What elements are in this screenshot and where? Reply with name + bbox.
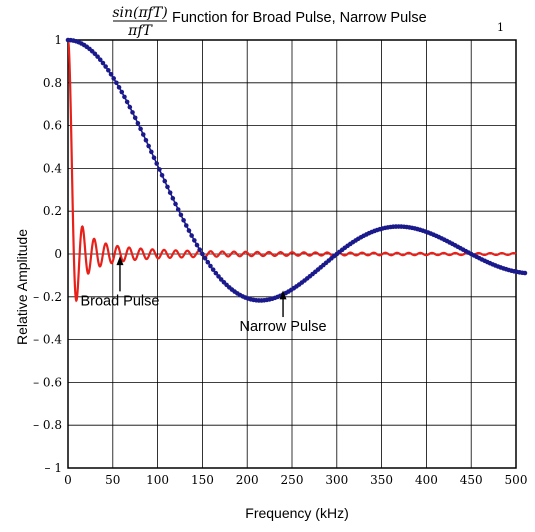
title-numerator: sin(πfT) xyxy=(112,5,167,21)
data-point-narrow-pulse xyxy=(100,60,106,66)
data-point-narrow-pulse xyxy=(178,212,184,218)
data-point-narrow-pulse xyxy=(213,270,219,276)
data-point-narrow-pulse xyxy=(192,238,197,243)
data-point-narrow-pulse xyxy=(189,233,194,238)
annotation-arrowhead xyxy=(116,256,124,266)
title-text: Function for Broad Pulse, Narrow Pulse xyxy=(172,10,427,26)
data-point-narrow-pulse xyxy=(210,267,216,272)
x-tick-label: 200 xyxy=(236,473,259,487)
data-point-narrow-pulse xyxy=(200,251,205,257)
data-point-narrow-pulse xyxy=(208,263,213,269)
data-point-narrow-pulse xyxy=(159,172,165,178)
data-point-narrow-pulse xyxy=(140,132,146,137)
series-line-narrow-pulse xyxy=(68,39,526,302)
data-point-narrow-pulse xyxy=(143,137,149,143)
data-point-narrow-pulse xyxy=(130,110,135,115)
data-point-narrow-pulse xyxy=(162,178,168,184)
y-tick-label: 0.8 xyxy=(43,76,62,90)
x-tick-label: 500 xyxy=(505,473,528,487)
x-tick-label: 350 xyxy=(370,473,393,487)
data-point-narrow-pulse xyxy=(167,190,173,195)
series-layer xyxy=(65,37,528,303)
data-point-narrow-pulse xyxy=(175,207,181,212)
data-point-narrow-pulse xyxy=(194,242,200,248)
data-point-narrow-pulse xyxy=(132,115,138,121)
data-point-narrow-pulse xyxy=(181,217,186,223)
y-tick-label: – 0.8 xyxy=(33,418,62,432)
data-point-narrow-pulse xyxy=(103,64,108,69)
x-tick-label: 400 xyxy=(415,473,438,487)
annotations-layer: Broad Pulse Narrow Pulse xyxy=(80,256,327,335)
y-axis-label: Relative Amplitude xyxy=(14,229,30,345)
data-point-narrow-pulse xyxy=(122,94,127,100)
y-tick-label: – 0.6 xyxy=(33,375,62,389)
data-point-narrow-pulse xyxy=(183,223,189,228)
data-point-narrow-pulse xyxy=(95,54,100,59)
data-point-narrow-pulse xyxy=(205,259,211,265)
data-point-narrow-pulse xyxy=(138,126,143,132)
data-point-narrow-pulse xyxy=(170,196,176,201)
x-tick-label: 250 xyxy=(281,473,304,487)
data-point-narrow-pulse xyxy=(154,161,160,166)
data-point-narrow-pulse xyxy=(127,104,133,110)
data-point-narrow-pulse xyxy=(522,270,528,276)
data-point-narrow-pulse xyxy=(106,68,111,73)
x-axis-label: Frequency (kHz) xyxy=(245,505,348,521)
y-tick-label: 1 xyxy=(54,33,62,47)
data-point-narrow-pulse xyxy=(186,228,192,233)
chart-title: sin(πfT) πfT Function for Broad Pulse, N… xyxy=(112,5,426,39)
y-tick-label: 0.2 xyxy=(43,204,62,218)
y-tick-label: 0.6 xyxy=(43,119,62,133)
annotation-label: Broad Pulse xyxy=(80,293,159,309)
x-tick-label: 50 xyxy=(105,473,120,487)
x-tick-label: 150 xyxy=(191,473,214,487)
data-point-narrow-pulse xyxy=(111,76,116,81)
x-tick-label: 450 xyxy=(460,473,483,487)
data-point-narrow-pulse xyxy=(157,167,162,172)
x-tick-label: 100 xyxy=(146,473,169,487)
data-point-narrow-pulse xyxy=(119,89,125,95)
x-axis-ticks: 0 50 100 150 200 250 300 350 400 450 500 xyxy=(64,473,527,487)
data-point-narrow-pulse xyxy=(97,57,103,63)
data-point-narrow-pulse xyxy=(108,71,114,77)
page-number: 1 xyxy=(497,21,504,34)
data-point-narrow-pulse xyxy=(135,120,141,126)
annotation-arrowhead xyxy=(279,290,287,300)
plot-frame xyxy=(67,39,517,469)
data-point-narrow-pulse xyxy=(197,247,203,252)
y-tick-label: 0.4 xyxy=(43,161,62,175)
y-tick-label: – 1 xyxy=(45,461,62,475)
data-point-narrow-pulse xyxy=(116,85,122,90)
series-line-broad-pulse xyxy=(68,39,517,303)
y-tick-label: – 0.2 xyxy=(33,290,62,304)
y-tick-label: 0 xyxy=(54,247,62,261)
data-point-narrow-pulse xyxy=(165,184,170,190)
data-point-narrow-pulse xyxy=(151,155,157,160)
data-point-narrow-pulse xyxy=(216,274,221,279)
data-point-narrow-pulse xyxy=(173,201,178,207)
title-denominator: πfT xyxy=(127,23,153,39)
x-tick-label: 0 xyxy=(64,473,72,487)
data-point-narrow-pulse xyxy=(149,149,154,155)
data-point-narrow-pulse xyxy=(114,80,119,86)
data-point-narrow-pulse xyxy=(146,143,151,149)
y-tick-label: – 0.4 xyxy=(33,333,62,347)
y-axis-ticks: 1 0.8 0.6 0.4 0.2 0 – 0.2 – 0.4 – 0.6 – 0.8 – 1 xyxy=(33,33,62,475)
annotation-label: Narrow Pulse xyxy=(240,319,327,335)
data-point-narrow-pulse xyxy=(124,99,130,105)
x-tick-label: 300 xyxy=(325,473,348,487)
data-point-narrow-pulse xyxy=(202,255,208,261)
